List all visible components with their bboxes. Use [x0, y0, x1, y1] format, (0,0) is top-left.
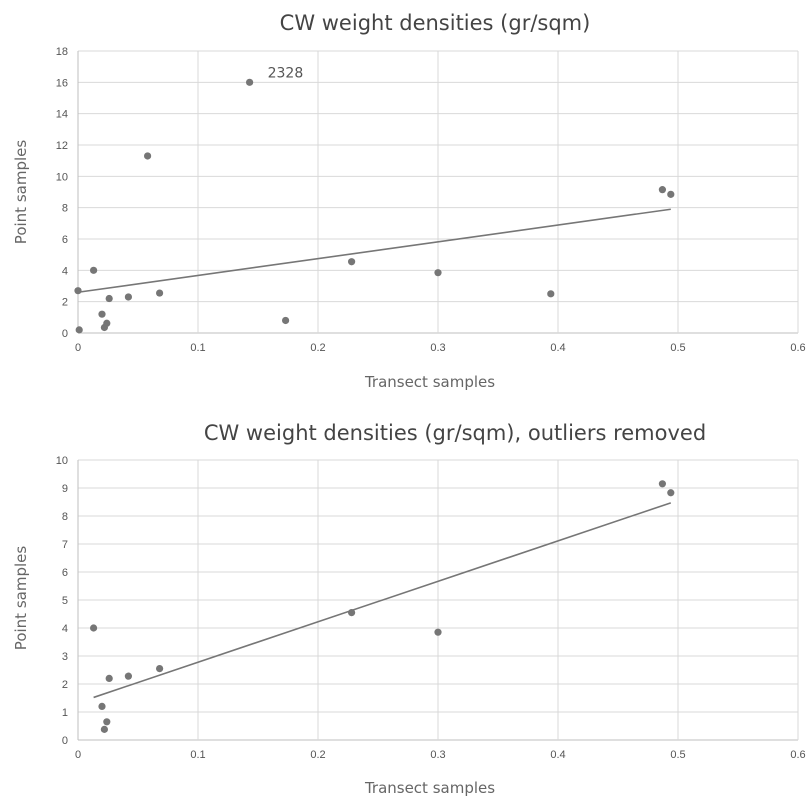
x-tick-label: 0.6: [790, 342, 805, 354]
x-axis-title: Transect samples: [364, 779, 495, 797]
scatter-point: [75, 326, 83, 334]
x-axis-title: Transect samples: [364, 373, 495, 391]
y-tick-label: 12: [56, 140, 68, 152]
scatter-point: [156, 289, 164, 297]
scatter-point: [667, 190, 675, 198]
scatter-point: [103, 319, 111, 327]
y-tick-label: 8: [62, 203, 68, 215]
y-tick-label: 3: [62, 651, 68, 663]
scatter-point: [105, 294, 113, 303]
y-tick-label: 0: [62, 735, 68, 747]
scatter-point: [434, 269, 442, 277]
y-tick-label: 6: [62, 567, 68, 579]
x-tick-label: 0.5: [670, 749, 685, 761]
scatter-point: [282, 316, 290, 325]
scatter-point: [105, 674, 113, 683]
scatter-point: [100, 725, 108, 733]
x-tick-label: 0.1: [190, 749, 205, 761]
scatter-point: [434, 628, 442, 636]
scatter-point: [90, 624, 98, 632]
x-tick-label: 0.5: [670, 342, 685, 354]
scatter-point: [90, 266, 98, 274]
scatter-point: [103, 718, 111, 726]
chart-top: CW weight densities (gr/sqm) Transect sa…: [12, 11, 806, 391]
x-tick-label: 0.2: [310, 749, 325, 761]
y-tick-label: 2: [62, 297, 68, 309]
x-tick-label: 0.2: [310, 342, 325, 354]
scatter-point: [246, 78, 254, 86]
x-tick-label: 0.4: [550, 749, 565, 761]
chart-title: CW weight densities (gr/sqm), outliers r…: [204, 421, 706, 445]
scatter-point: [658, 186, 667, 194]
scatter-point: [348, 609, 356, 617]
y-tick-label: 18: [56, 46, 68, 58]
y-tick-label: 4: [62, 623, 68, 635]
y-tick-label: 10: [56, 171, 68, 183]
y-tick-label: 6: [62, 234, 68, 246]
y-tick-label: 8: [62, 511, 68, 523]
y-tick-label: 5: [62, 595, 68, 607]
scatter-point: [74, 287, 82, 295]
y-tick-label: 7: [62, 539, 68, 551]
scatter-point: [98, 702, 106, 711]
scatter-point: [667, 489, 675, 497]
y-tick-label: 1: [62, 707, 68, 719]
scatter-point: [124, 293, 132, 301]
scatter-point: [658, 480, 667, 488]
scatter-point: [156, 665, 164, 673]
y-tick-label: 14: [56, 109, 68, 121]
y-tick-label: 4: [62, 265, 68, 277]
trendline: [77, 208, 671, 294]
y-axis-title: Point samples: [12, 546, 30, 651]
y-tick-label: 10: [56, 455, 68, 467]
scatter-point: [348, 258, 356, 266]
y-tick-label: 0: [62, 328, 68, 340]
x-tick-label: 0.4: [550, 342, 565, 354]
x-tick-label: 0.3: [430, 342, 445, 354]
y-tick-label: 16: [56, 77, 68, 89]
trendline: [93, 502, 672, 699]
x-tick-label: 0.6: [790, 749, 805, 761]
y-tick-label: 9: [62, 483, 68, 495]
y-axis-title: Point samples: [12, 140, 30, 245]
scatter-point: [98, 310, 106, 318]
scatter-point: [547, 290, 555, 298]
chart-title: CW weight densities (gr/sqm): [280, 11, 591, 35]
x-tick-label: 0.1: [190, 342, 205, 354]
x-tick-label: 0.3: [430, 749, 445, 761]
y-tick-label: 2: [62, 679, 68, 691]
scatter-point: [124, 672, 132, 680]
scatter-point: [144, 152, 152, 160]
x-tick-label: 0: [75, 749, 81, 761]
x-tick-label: 0: [75, 342, 81, 354]
data-label: 2328: [268, 65, 304, 81]
chart-bottom: CW weight densities (gr/sqm), outliers r…: [12, 421, 806, 797]
